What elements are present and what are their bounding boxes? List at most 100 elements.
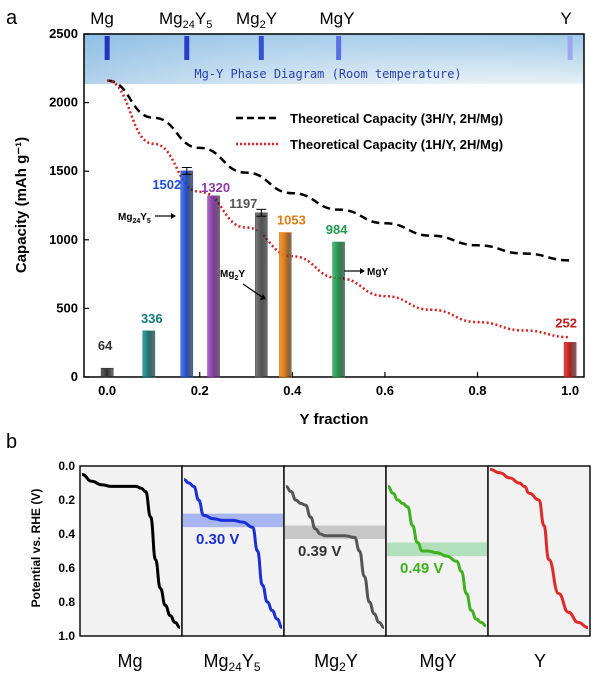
bar-value-label: 1053 <box>277 213 306 228</box>
x-tick-label-a: 0.6 <box>376 383 394 398</box>
bar-value-label: 252 <box>555 315 577 330</box>
potential-panel <box>487 465 591 637</box>
bar-value-label: 1320 <box>201 180 230 195</box>
y-axis-ticks-b: 0.0 0.2 0.4 0.6 0.8 1.0 <box>58 459 84 643</box>
capacity-bar <box>279 232 292 378</box>
potential-panel-frame <box>181 465 285 637</box>
capacity-bar <box>180 170 194 378</box>
top-label-y: Y <box>560 9 571 28</box>
phase-marker <box>184 36 190 60</box>
annotation-mgy: MgY <box>344 267 388 278</box>
y-tick-label-a: 2500 <box>49 26 78 41</box>
theoretical-curve-1h <box>106 79 571 339</box>
y-tick-label-b: 1.0 <box>58 629 75 643</box>
x-tick-label-a: 1.0 <box>561 383 579 398</box>
potential-panel-frame <box>487 465 591 637</box>
potential-curve <box>489 467 589 629</box>
b-name-mg2y: Mg2Y <box>314 651 358 674</box>
plateau-band <box>285 525 385 540</box>
potential-curve <box>183 478 283 629</box>
capacity-bars <box>100 166 577 378</box>
bar-value-label: 64 <box>98 338 113 353</box>
annotation-mgy-text: MgY <box>367 267 388 278</box>
annotation-mg2y-text: Mg2Y <box>220 269 245 282</box>
y-tick-label-a: 1500 <box>49 163 78 178</box>
legend-a: Theoretical Capacity (3H/Y, 2H/Mg) Theor… <box>236 111 503 152</box>
bar-value-label: 984 <box>326 222 348 237</box>
capacity-bar <box>255 212 268 378</box>
y-axis-ticks-a: 0 500 1000 1500 2000 2500 <box>49 26 89 384</box>
b-name-mg: Mg <box>117 651 142 671</box>
x-axis-ticks-a: 0.0 0.2 0.4 0.6 0.8 1.0 <box>98 372 579 398</box>
b-name-mgy: MgY <box>419 651 456 671</box>
y-tick-label-a: 1000 <box>49 232 78 247</box>
annotation-mg2y-arrowhead <box>260 294 266 300</box>
annotation-mg2y: Mg2Y <box>220 269 266 300</box>
potential-curve <box>285 484 385 629</box>
b-name-y: Y <box>534 651 546 671</box>
potential-panel-frame <box>283 465 387 637</box>
phase-marker <box>258 36 264 60</box>
phase-banner-text: Mg-Y Phase Diagram (Room temperature) <box>194 67 461 81</box>
theoretical-curve-3h <box>106 79 571 262</box>
y-tick-label-a: 0 <box>71 369 78 384</box>
x-tick-label-a: 0.2 <box>191 383 209 398</box>
theoretical-curves <box>106 79 571 339</box>
potential-panel: 0.39 V <box>283 465 387 637</box>
x-tick-label-a: 0.0 <box>98 383 116 398</box>
y-tick-label-a: 2000 <box>49 95 78 110</box>
bar-value-label: 1502 <box>152 177 181 192</box>
phase-markers <box>104 36 573 60</box>
plateau-voltage-label: 0.30 V <box>196 531 239 548</box>
top-label-mg24y5: Mg24Y5 <box>159 9 212 31</box>
potential-panels: 0.30 V 0.39 V 0.49 V <box>79 465 591 637</box>
capacity-bar <box>207 195 220 378</box>
annotation-mg2y-arrow <box>242 283 263 298</box>
capacity-bar <box>563 342 577 378</box>
bar-value-label: 1197 <box>229 196 257 211</box>
potential-panel <box>79 465 183 637</box>
x-tick-label-a: 0.4 <box>283 383 302 398</box>
phase-banner-shade <box>84 34 584 84</box>
bar-value-label: 336 <box>141 311 163 326</box>
x-tick-label-a: 0.8 <box>468 383 486 398</box>
top-label-mg: Mg <box>90 9 114 28</box>
y-tick-label-a: 500 <box>56 300 78 315</box>
annotation-mgy-arrowhead <box>360 268 365 274</box>
y-tick-label-b: 0.2 <box>58 493 75 507</box>
annotation-mg24y5-arrowhead <box>171 213 176 219</box>
potential-panel-frame <box>79 465 183 637</box>
top-label-mg2y: Mg2Y <box>236 9 277 31</box>
x-axis-title-a: Y fraction <box>300 411 369 428</box>
y-axis-title-a: Capacity (mAh g⁻¹) <box>13 137 30 273</box>
potential-curve <box>387 484 487 628</box>
capacity-bar <box>100 367 114 378</box>
legend-label-dashed: Theoretical Capacity (3H/Y, 2H/Mg) <box>290 111 503 126</box>
panel-a-letter: a <box>6 7 18 29</box>
phase-marker <box>336 36 342 60</box>
top-label-mgy: MgY <box>320 9 355 28</box>
y-tick-label-b: 0.8 <box>58 595 75 609</box>
y-tick-label-b: 0.4 <box>58 527 75 541</box>
legend-label-dotted: Theoretical Capacity (1H/Y, 2H/Mg) <box>290 137 503 152</box>
phase-marker <box>104 36 110 60</box>
panel-b-letter: b <box>6 431 17 453</box>
annotation-mg24y5-text: Mg24Y5 <box>118 212 151 225</box>
y-tick-label-b: 0.0 <box>58 459 75 473</box>
potential-panel: 0.30 V <box>181 465 285 637</box>
capacity-bar <box>142 330 156 378</box>
y-axis-title-b: Potential vs. RHE (V) <box>29 489 43 608</box>
plateau-voltage-label: 0.39 V <box>298 543 341 560</box>
capacity-bar <box>332 241 345 378</box>
y-tick-label-b: 0.6 <box>58 561 75 575</box>
potential-curve <box>81 473 181 629</box>
plateau-band <box>387 542 487 557</box>
phase-marker <box>567 36 573 60</box>
plateau-voltage-label: 0.49 V <box>400 560 443 577</box>
annotation-mg24y5: Mg24Y5 <box>118 212 176 225</box>
potential-panel: 0.49 V <box>385 465 489 637</box>
b-name-mg24y5: Mg24Y5 <box>203 651 260 674</box>
